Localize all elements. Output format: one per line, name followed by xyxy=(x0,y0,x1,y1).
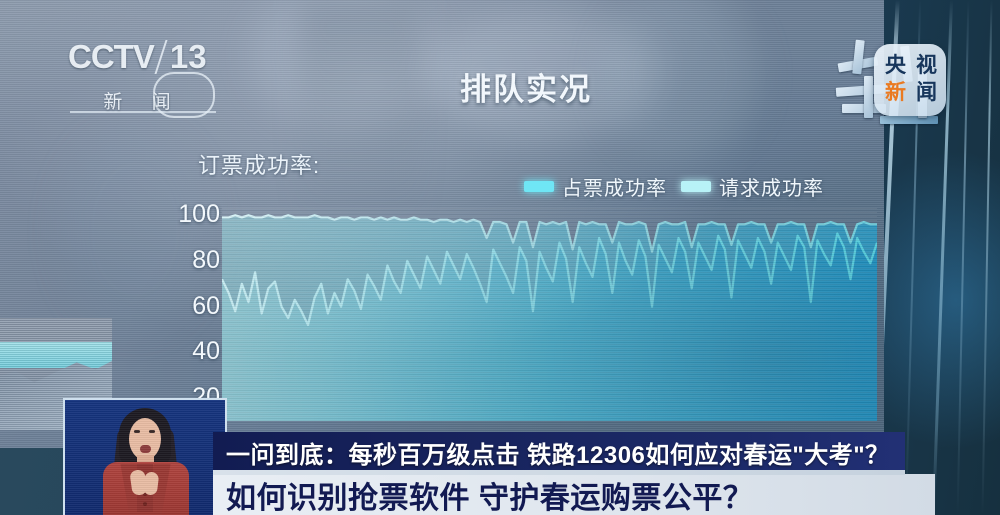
wall-shadow xyxy=(300,0,420,230)
channel-logo-underline xyxy=(70,111,216,113)
cctv-news-badge: 央 视 新 闻 xyxy=(874,44,946,116)
headline-text-line2: 如何识别抢票软件 守护春运购票公平？ xyxy=(226,481,754,515)
chart-legend: 占票成功率 请求成功率 xyxy=(524,172,824,201)
headline-banner-secondary: 如何识别抢票软件 守护春运购票公平？ xyxy=(213,474,935,515)
channel-logo-ring xyxy=(153,72,215,118)
headline-text-line1: 一问到底：每秒百万级点击 铁路12306如何应对春运"大考"？ xyxy=(226,441,890,469)
program-logo: 央 视 新 闻 xyxy=(834,24,950,132)
channel-number: 13 xyxy=(169,38,207,75)
legend-swatch xyxy=(524,181,554,192)
legend-label: 请求成功率 xyxy=(719,178,824,200)
wall-highlight xyxy=(60,130,210,330)
channel-logo-text: CCTV xyxy=(68,38,155,75)
badge-char: 视 xyxy=(916,54,937,77)
chart-title: 排队实况 xyxy=(460,72,592,107)
legend-item-zhanpiao: 占票成功率 xyxy=(524,172,667,201)
banner-divider xyxy=(213,470,905,475)
y-tick-label: 80 xyxy=(192,245,220,274)
wall-highlight xyxy=(430,10,660,140)
legend-item-qingqiu: 请求成功率 xyxy=(681,172,824,201)
legend-swatch xyxy=(681,181,711,192)
channel-name: 新 闻 xyxy=(103,92,183,113)
chart-plot-area xyxy=(222,206,877,421)
y-tick-label: 100 xyxy=(178,200,220,229)
channel-logo: CCTV 13 新 闻 xyxy=(68,38,218,118)
y-tick-label: 40 xyxy=(192,337,220,366)
badge-char: 央 xyxy=(885,54,906,77)
headline-banner-primary: 一问到底：每秒百万级点击 铁路12306如何应对春运"大考"？ xyxy=(213,432,905,472)
y-tick-label: 60 xyxy=(192,291,220,320)
wall-highlight xyxy=(600,0,760,160)
badge-char: 闻 xyxy=(916,81,937,104)
legend-label: 占票成功率 xyxy=(562,178,667,200)
badge-char: 新 xyxy=(885,81,906,104)
chart-canvas xyxy=(222,206,877,421)
chart-y-axis-label: 订票成功率: xyxy=(198,153,321,178)
wall-highlight xyxy=(250,0,440,130)
sign-language-interpreter-inset xyxy=(63,398,227,515)
channel-logo-slash xyxy=(154,40,170,74)
